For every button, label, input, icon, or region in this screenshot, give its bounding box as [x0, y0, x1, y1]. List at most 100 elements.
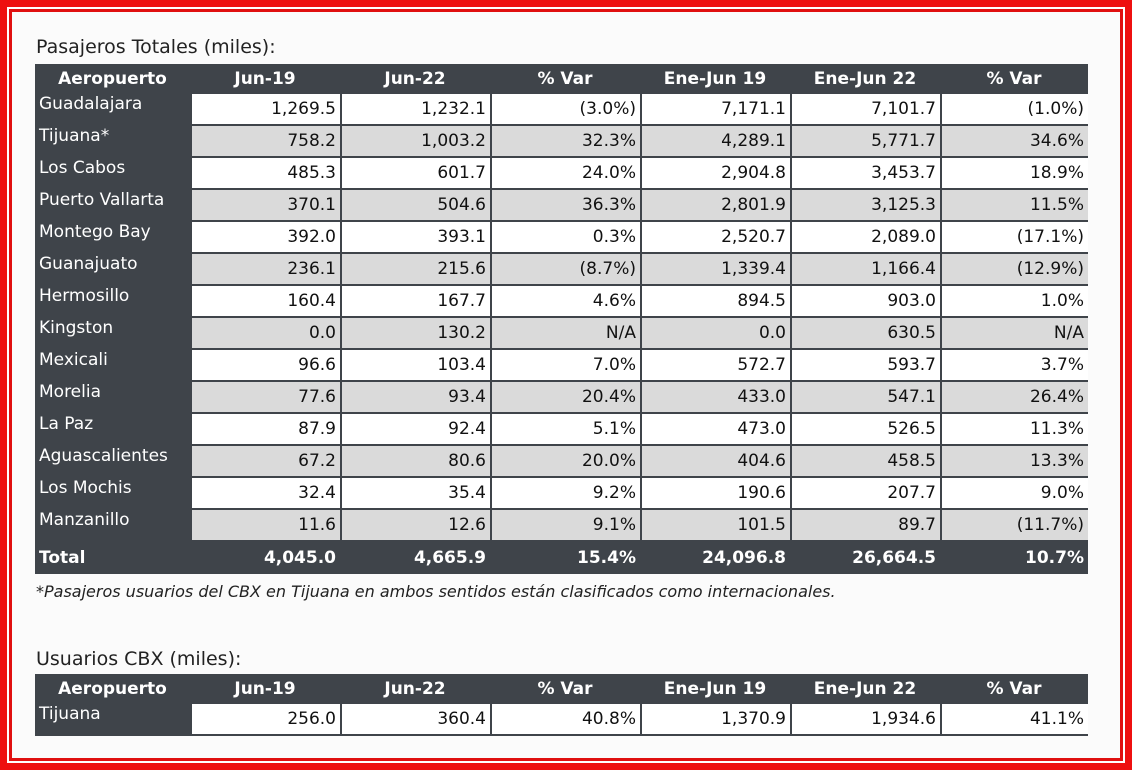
header-var: % Var	[490, 674, 640, 704]
value-cell: 26.4%	[940, 382, 1088, 414]
table-row: Guadalajara 1,269.5 1,232.1 (3.0%) 7,171.1 7,…	[35, 94, 1088, 126]
header-ene-jun-22: Ene-Jun 22	[790, 64, 940, 94]
table-row: Manzanillo 11.6 12.6 9.1% 101.5 89.7 (11.7%)	[35, 510, 1088, 542]
header-ene-jun-22: Ene-Jun 22	[790, 674, 940, 704]
header-jun-19: Jun-19	[190, 64, 340, 94]
value-cell: 9.1%	[490, 510, 640, 542]
value-cell: 80.6	[340, 446, 490, 478]
airport-name-cell: Los Mochis	[35, 478, 190, 510]
airport-name-cell: La Paz	[35, 414, 190, 446]
value-cell: 504.6	[340, 190, 490, 222]
usuarios-cbx-table: Aeropuerto Jun-19 Jun-22 % Var Ene-Jun 1…	[35, 674, 1088, 736]
airport-name-cell: Aguascalientes	[35, 446, 190, 478]
value-cell: 215.6	[340, 254, 490, 286]
total-var-ytd: 10.7%	[940, 542, 1088, 574]
value-cell: 758.2	[190, 126, 340, 158]
value-cell: 0.3%	[490, 222, 640, 254]
value-cell: 87.9	[190, 414, 340, 446]
value-cell: (8.7%)	[490, 254, 640, 286]
airport-name-cell: Tijuana*	[35, 126, 190, 158]
value-cell: 11.6	[190, 510, 340, 542]
total-label: Total	[35, 542, 190, 574]
value-cell: 236.1	[190, 254, 340, 286]
value-cell: 167.7	[340, 286, 490, 318]
value-cell: 77.6	[190, 382, 340, 414]
value-cell: 5.1%	[490, 414, 640, 446]
value-cell: 256.0	[190, 704, 340, 736]
value-cell: 96.6	[190, 350, 340, 382]
table-row: La Paz 87.9 92.4 5.1% 473.0 526.5 11.3%	[35, 414, 1088, 446]
table-row: Los Cabos 485.3 601.7 24.0% 2,904.8 3,453.7 18…	[35, 158, 1088, 190]
total-jun-22: 4,665.9	[340, 542, 490, 574]
total-row: Total 4,045.0 4,665.9 15.4% 24,096.8 26,…	[35, 542, 1088, 574]
value-cell: 1,232.1	[340, 94, 490, 126]
airport-name-cell: Guadalajara	[35, 94, 190, 126]
value-cell: 35.4	[340, 478, 490, 510]
airport-name-cell: Guanajuato	[35, 254, 190, 286]
value-cell: 360.4	[340, 704, 490, 736]
value-cell: 1,166.4	[790, 254, 940, 286]
value-cell: 1,339.4	[640, 254, 790, 286]
value-cell: 20.4%	[490, 382, 640, 414]
header-var-ytd: % Var	[940, 674, 1088, 704]
value-cell: 2,801.9	[640, 190, 790, 222]
value-cell: 9.0%	[940, 478, 1088, 510]
header-jun-22: Jun-22	[340, 64, 490, 94]
value-cell: 13.3%	[940, 446, 1088, 478]
header-ene-jun-19: Ene-Jun 19	[640, 64, 790, 94]
table-row: Los Mochis 32.4 35.4 9.2% 190.6 207.7 9.0%	[35, 478, 1088, 510]
header-var-ytd: % Var	[940, 64, 1088, 94]
table-row: Puerto Vallarta 370.1 504.6 36.3% 2,801.9 3,1…	[35, 190, 1088, 222]
airport-name-cell: Puerto Vallarta	[35, 190, 190, 222]
airport-name-cell: Manzanillo	[35, 510, 190, 542]
table-row: Tijuana 256.0 360.4 40.8% 1,370.9 1,934.6 41.1…	[35, 704, 1088, 736]
value-cell: 18.9%	[940, 158, 1088, 190]
value-cell: 20.0%	[490, 446, 640, 478]
value-cell: 130.2	[340, 318, 490, 350]
value-cell: 903.0	[790, 286, 940, 318]
airport-name-cell: Kingston	[35, 318, 190, 350]
value-cell: 34.6%	[940, 126, 1088, 158]
value-cell: (1.0%)	[940, 94, 1088, 126]
total-ene-jun-22: 26,664.5	[790, 542, 940, 574]
total-jun-19: 4,045.0	[190, 542, 340, 574]
value-cell: 3.7%	[940, 350, 1088, 382]
value-cell: 433.0	[640, 382, 790, 414]
value-cell: 7,171.1	[640, 94, 790, 126]
footnote: *Pasajeros usuarios del CBX en Tijuana e…	[36, 582, 836, 601]
header-jun-19: Jun-19	[190, 674, 340, 704]
value-cell: 7.0%	[490, 350, 640, 382]
value-cell: 3,125.3	[790, 190, 940, 222]
table-row: Montego Bay 392.0 393.1 0.3% 2,520.7 2,089.0(…	[35, 222, 1088, 254]
value-cell: 24.0%	[490, 158, 640, 190]
value-cell: (11.7%)	[940, 510, 1088, 542]
value-cell: 3,453.7	[790, 158, 940, 190]
value-cell: 11.3%	[940, 414, 1088, 446]
value-cell: 41.1%	[940, 704, 1088, 736]
value-cell: 11.5%	[940, 190, 1088, 222]
value-cell: 370.1	[190, 190, 340, 222]
value-cell: (17.1%)	[940, 222, 1088, 254]
value-cell: 572.7	[640, 350, 790, 382]
value-cell: 93.4	[340, 382, 490, 414]
value-cell: 12.6	[340, 510, 490, 542]
header-ene-jun-19: Ene-Jun 19	[640, 674, 790, 704]
value-cell: 67.2	[190, 446, 340, 478]
table1-header-row: Aeropuerto Jun-19 Jun-22 % Var Ene-Jun 1…	[35, 64, 1088, 94]
table-row: Kingston 0.0 130.2 N/A 0.0 630.5 N/A	[35, 318, 1088, 350]
airport-name-cell: Morelia	[35, 382, 190, 414]
value-cell: 1.0%	[940, 286, 1088, 318]
value-cell: 103.4	[340, 350, 490, 382]
value-cell: 207.7	[790, 478, 940, 510]
value-cell: 4.6%	[490, 286, 640, 318]
value-cell: 593.7	[790, 350, 940, 382]
value-cell: 1,003.2	[340, 126, 490, 158]
header-jun-22: Jun-22	[340, 674, 490, 704]
airport-name-cell: Montego Bay	[35, 222, 190, 254]
value-cell: 190.6	[640, 478, 790, 510]
value-cell: 526.5	[790, 414, 940, 446]
value-cell: 92.4	[340, 414, 490, 446]
value-cell: 2,904.8	[640, 158, 790, 190]
table-row: Aguascalientes 67.2 80.6 20.0% 404.6 458.5 13.…	[35, 446, 1088, 478]
value-cell: 40.8%	[490, 704, 640, 736]
